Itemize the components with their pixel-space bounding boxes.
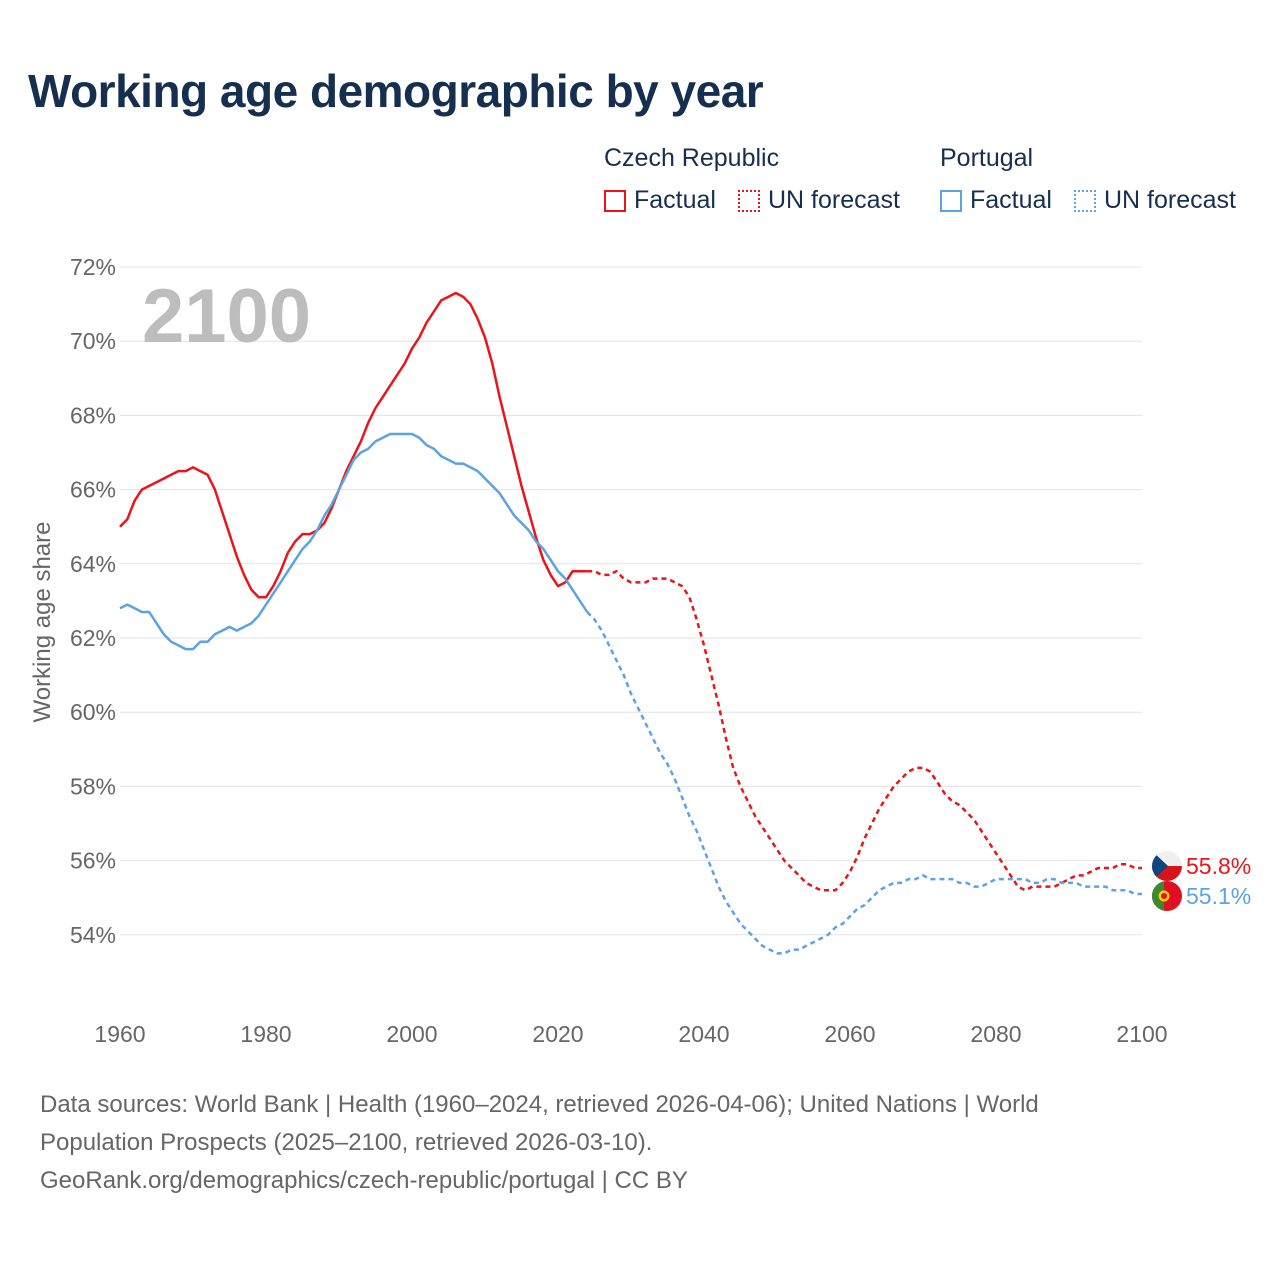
gridlines [120,266,1142,936]
x-axis-ticks: 1960 1980 2000 2020 2040 2060 2080 2100 [94,1021,1167,1047]
footer-attribution[interactable]: GeoRank.org/demographics/czech-republic/… [40,1167,688,1194]
legend-portugal-factual[interactable]: Factual [940,186,1052,215]
y-axis-ticks: 54% 56% 58% 60% 62% 64% 66% 68% 70% 72% [70,254,116,948]
legend-swatch-dotted-icon [1074,189,1096,212]
y-tick-label: 60% [70,699,116,725]
legend-czech-factual[interactable]: Factual [604,186,716,215]
legend-swatch-solid-icon [604,189,626,212]
legend-label: UN forecast [768,186,900,214]
x-tick-label: 2100 [1116,1021,1167,1047]
y-tick-label: 58% [70,773,116,799]
legend-group-czech: Czech Republic [604,144,780,172]
y-axis-label: Working age share [29,522,56,723]
year-overlay: 2100 [142,274,311,359]
legend-czech-forecast[interactable]: UN forecast [738,186,900,215]
x-tick-label: 1980 [240,1021,291,1047]
legend-portugal-forecast[interactable]: UN forecast [1074,186,1236,215]
x-tick-label: 2080 [970,1021,1021,1047]
portugal-flag-icon [1152,880,1182,911]
footer-sources-line1: Data sources: World Bank | Health (1960–… [40,1091,1039,1118]
x-tick-label: 2020 [532,1021,583,1047]
legend-swatch-solid-icon [940,189,962,212]
end-value-label-portugal: 55.1% [1186,883,1251,909]
y-tick-label: 70% [70,328,116,354]
x-tick-label: 1960 [94,1021,145,1047]
series-line-portugal-factual [119,432,589,651]
x-tick-label: 2000 [386,1021,437,1047]
chart-title: Working age demographic by year [28,65,764,117]
footer-sources-line2: Population Prospects (2025–2100, retriev… [40,1129,653,1156]
y-tick-label: 72% [70,254,116,280]
series-line-czech-forecast [587,569,1142,892]
legend-swatch-dotted-icon [738,189,760,212]
end-value-label-czech: 55.8% [1186,853,1251,879]
y-tick-label: 66% [70,477,116,503]
legend-label: UN forecast [1104,186,1236,214]
series-line-czech-factual [119,291,588,599]
y-tick-label: 56% [70,848,116,874]
footer: Data sources: World Bank | Health (1960–… [40,1086,1240,1200]
legend-label: Factual [634,186,716,214]
y-tick-label: 68% [70,402,116,428]
czech-flag-icon [1152,851,1182,882]
y-tick-label: 62% [70,625,116,651]
line-chart: 54% 56% 58% 60% 62% 64% 66% 68% 70% 72% 1960 1980 2… [29,254,1251,1047]
series-line-portugal-forecast [586,611,1142,955]
x-tick-label: 2040 [678,1021,729,1047]
legend-group-portugal: Portugal [940,144,1034,172]
legend-label: Factual [970,186,1052,214]
end-markers: 55.8% 55.1% [1152,851,1251,911]
x-tick-label: 2060 [824,1021,875,1047]
y-tick-label: 64% [70,551,116,577]
series-lines [119,291,1142,955]
y-tick-label: 54% [70,922,116,948]
